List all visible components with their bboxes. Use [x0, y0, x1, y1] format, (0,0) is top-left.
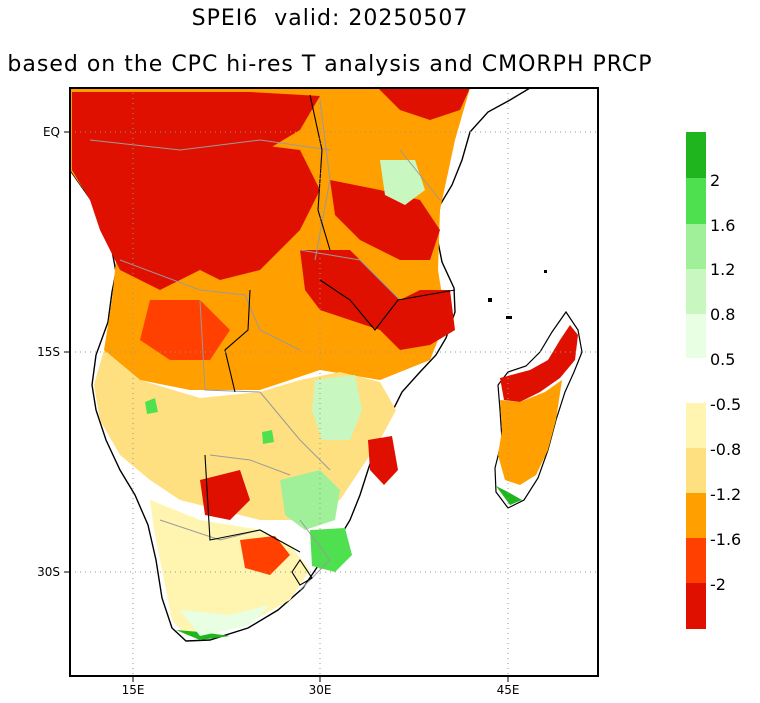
colorbar-label-m1-6: -1.6	[710, 530, 741, 549]
colorbar-label-m1-2: -1.2	[710, 485, 741, 504]
lon-label-15e: 15E	[122, 683, 145, 697]
wet-swatch-4	[686, 269, 706, 314]
gridlines	[70, 88, 598, 676]
country-borders	[89, 99, 441, 591]
lat-label-15s: 15S	[37, 345, 60, 359]
dry-swatch-3	[686, 493, 706, 538]
colorbar-label-0-8: 0.8	[710, 305, 735, 324]
dry-swatch-1	[686, 403, 706, 448]
colorbar-label-0-5: 0.5	[710, 350, 735, 369]
map-frame	[69, 87, 599, 677]
colorbar-label-m0-5: -0.5	[710, 395, 741, 414]
colorbar-label-m0-8: -0.8	[710, 440, 741, 459]
dry-swatch-5	[686, 583, 706, 629]
dry-swatch-2	[686, 448, 706, 493]
map-subtitle: based on the CPC hi-res T analysis and C…	[7, 52, 653, 77]
wet-swatch-5	[686, 314, 706, 358]
map-title: SPEI6 valid: 20250507	[191, 6, 469, 31]
lat-label-eq: EQ	[43, 125, 60, 139]
islands	[488, 270, 547, 319]
dry-swatch-4	[686, 538, 706, 583]
colorbar-label-2: 2	[710, 171, 720, 190]
wet-swatch-3	[686, 224, 706, 269]
colorbar-dry	[686, 403, 706, 629]
wet-swatch-2	[686, 178, 706, 224]
region-outlines	[204, 94, 456, 586]
colorbar-label-1-6: 1.6	[710, 216, 735, 235]
lon-label-30e: 30E	[309, 683, 332, 697]
lat-label-30s: 30S	[37, 565, 60, 579]
wet-swatch-1	[686, 132, 706, 178]
colorbar-label-m2: -2	[710, 575, 726, 594]
colorbar-label-1-2: 1.2	[710, 260, 735, 279]
lon-label-45e: 45E	[497, 683, 520, 697]
spei-field	[70, 88, 578, 640]
colorbar-wet	[686, 132, 706, 358]
map-area	[70, 88, 598, 676]
